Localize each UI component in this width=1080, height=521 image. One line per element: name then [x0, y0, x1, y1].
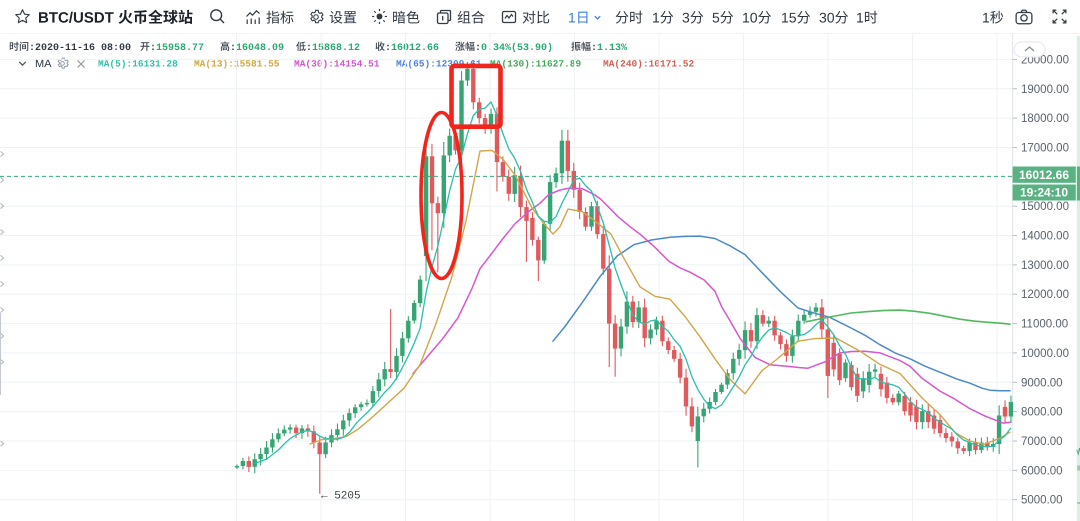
- svg-text:5000.00: 5000.00: [1021, 495, 1063, 507]
- svg-text:16012.66: 16012.66: [1019, 168, 1069, 182]
- svg-text:18000.00: 18000.00: [1021, 113, 1069, 125]
- svg-text:19000.00: 19000.00: [1021, 84, 1069, 96]
- svg-text:11000.00: 11000.00: [1021, 319, 1068, 331]
- svg-text:8000.00: 8000.00: [1021, 407, 1063, 419]
- svg-text:19:24:10: 19:24:10: [1020, 186, 1068, 200]
- svg-text:← 5205: ← 5205: [321, 491, 361, 503]
- svg-text:14000.00: 14000.00: [1021, 231, 1069, 243]
- svg-text:15000.00: 15000.00: [1021, 201, 1069, 213]
- svg-text:7000.00: 7000.00: [1021, 436, 1063, 448]
- svg-text:9000.00: 9000.00: [1021, 377, 1063, 389]
- svg-text:12000.00: 12000.00: [1021, 289, 1069, 301]
- svg-text:10000.00: 10000.00: [1021, 348, 1069, 360]
- svg-text:20000.00: 20000.00: [1021, 54, 1069, 66]
- svg-text:16000.00: 16000.00: [1021, 172, 1069, 184]
- svg-text:17000.00: 17000.00: [1021, 143, 1069, 155]
- svg-text:13000.00: 13000.00: [1021, 260, 1069, 272]
- svg-text:6000.00: 6000.00: [1021, 465, 1063, 477]
